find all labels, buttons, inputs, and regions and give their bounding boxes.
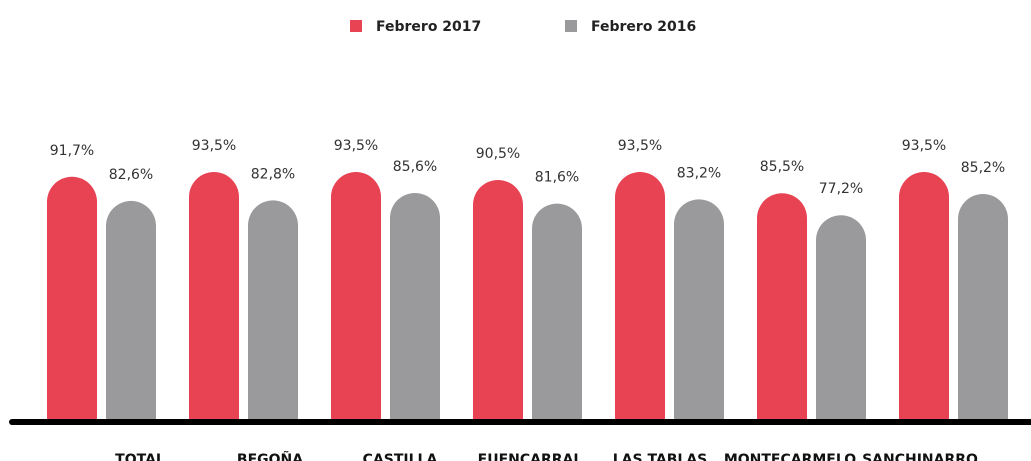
legend-label: Febrero 2016 (591, 19, 696, 35)
bar (532, 203, 582, 420)
value-label: 85,5% (760, 159, 804, 175)
legend-swatch (350, 20, 362, 32)
x-tick-label: CASTILLA (363, 452, 438, 461)
bar (331, 172, 381, 420)
x-tick-label: TOTAL (115, 452, 165, 461)
x-tick-label: BEGOÑA (237, 451, 303, 461)
value-label: 93,5% (618, 138, 662, 154)
bar (958, 194, 1008, 420)
value-label: 82,6% (109, 167, 153, 183)
bar (248, 200, 298, 420)
value-label: 85,2% (961, 160, 1005, 176)
bar (473, 179, 523, 420)
x-tick-label: SANCHINARRO (862, 452, 978, 461)
x-tick-label: MONTECARMELO (724, 452, 856, 461)
bar (674, 199, 724, 420)
bar (899, 172, 949, 420)
bar (390, 192, 440, 420)
legend-label: Febrero 2017 (376, 19, 481, 35)
bar (816, 215, 866, 420)
bar (47, 176, 97, 420)
x-tick-label: LAS TABLAS (613, 452, 708, 461)
x-tick-label: FUENCARRAL (478, 452, 583, 461)
bar (615, 172, 665, 420)
bar (757, 193, 807, 420)
legend-swatch (565, 20, 577, 32)
value-label: 93,5% (334, 138, 378, 154)
value-label: 85,6% (393, 159, 437, 175)
value-label: 82,8% (251, 166, 295, 182)
value-label: 77,2% (819, 181, 863, 197)
value-label: 93,5% (902, 138, 946, 154)
bar (106, 200, 156, 420)
value-label: 91,7% (50, 143, 94, 159)
value-label: 90,5% (476, 146, 520, 162)
value-label: 83,2% (677, 165, 721, 181)
value-label: 81,6% (535, 170, 579, 186)
bar (189, 172, 239, 420)
value-label: 93,5% (192, 138, 236, 154)
